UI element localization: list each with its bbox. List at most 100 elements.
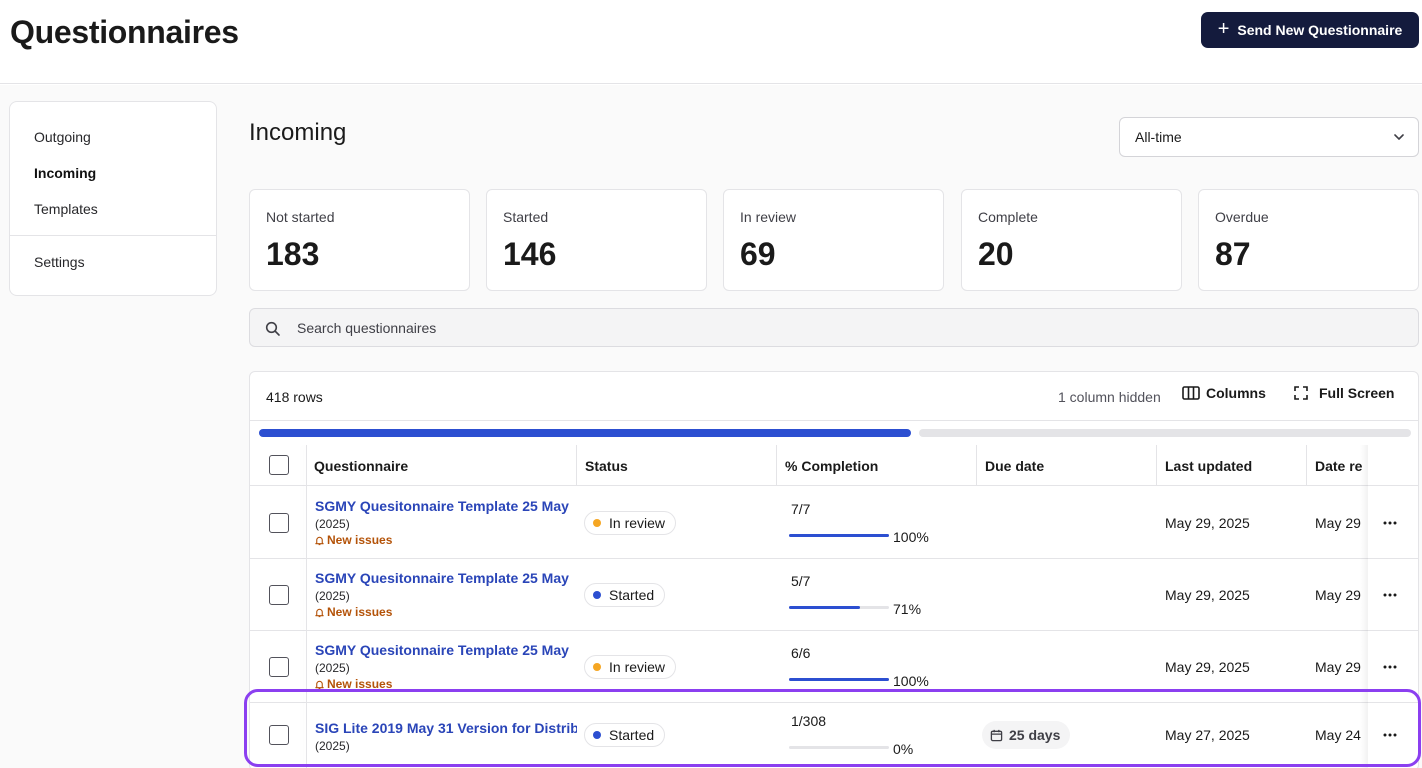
stat-card-complete[interactable]: Complete 20 <box>961 189 1182 291</box>
completion-percent: 100% <box>893 529 929 545</box>
status-badge: In review <box>584 655 677 679</box>
stat-label: Overdue <box>1215 209 1269 225</box>
scrollbar-thumb[interactable] <box>259 429 911 437</box>
status-label: Started <box>609 587 655 603</box>
column-header-questionnaire[interactable]: Questionnaire <box>306 445 577 486</box>
column-header-due-date[interactable]: Due date <box>977 445 1157 486</box>
completion-percent: 0% <box>893 741 914 757</box>
sidebar-item-incoming[interactable]: Incoming <box>34 165 97 181</box>
search-icon <box>265 321 280 336</box>
more-horizontal-icon <box>1383 733 1397 737</box>
column-header-last-updated[interactable]: Last updated <box>1157 445 1307 486</box>
questionnaire-link[interactable]: SIG Lite 2019 May 31 Version for Distrib <box>315 720 577 736</box>
fullscreen-button[interactable]: Full Screen <box>1293 385 1394 401</box>
table-row[interactable]: SGMY Quesitonnaire Template 25 May (2025… <box>250 487 1418 559</box>
table-row[interactable]: SGMY Quesitonnaire Template 25 May (2025… <box>250 631 1418 703</box>
sticky-column-edge <box>306 445 307 768</box>
completion-percent: 100% <box>893 673 929 689</box>
status-dot <box>593 591 601 599</box>
stat-card-in-review[interactable]: In review 69 <box>723 189 944 291</box>
progress-fill <box>789 678 889 681</box>
status-dot <box>593 731 601 739</box>
completion-fraction: 1/308 <box>791 713 827 729</box>
column-header-date-received[interactable]: Date re <box>1315 457 1363 474</box>
search-bar <box>249 308 1419 347</box>
sidebar-item-settings[interactable]: Settings <box>34 254 85 270</box>
questionnaire-link[interactable]: SGMY Quesitonnaire Template 25 May <box>315 498 569 514</box>
send-new-questionnaire-label: Send New Questionnaire <box>1237 22 1403 38</box>
due-date-chip: 25 days <box>982 721 1071 749</box>
new-issues-label: New issues <box>327 677 393 691</box>
row-actions-button[interactable] <box>1380 657 1400 677</box>
sidebar-divider <box>10 235 216 236</box>
status-badge: Started <box>584 723 666 747</box>
questionnaire-year: (2025) <box>315 661 350 675</box>
stat-card-started[interactable]: Started 146 <box>486 189 707 291</box>
hidden-columns-note: 1 column hidden <box>1058 389 1161 405</box>
row-actions-button[interactable] <box>1380 513 1400 533</box>
progress-fill <box>789 606 860 609</box>
sidebar-item-templates[interactable]: Templates <box>34 201 98 217</box>
section-title: Incoming <box>249 119 347 146</box>
table-row[interactable]: SIG Lite 2019 May 31 Version for Distrib… <box>250 703 1418 768</box>
send-new-questionnaire-button[interactable]: + Send New Questionnaire <box>1201 12 1419 48</box>
date-received: May 29 <box>1315 515 1361 531</box>
date-received: May 29 <box>1315 659 1361 675</box>
due-date-value: 25 days <box>1009 727 1061 743</box>
completion-fraction: 7/7 <box>791 501 811 517</box>
column-header-completion[interactable]: % Completion <box>777 445 977 486</box>
row-checkbox[interactable] <box>269 513 289 533</box>
calendar-icon <box>990 729 1003 741</box>
stat-label: In review <box>740 209 797 225</box>
completion-progress-bar <box>789 678 889 681</box>
questionnaire-link[interactable]: SGMY Quesitonnaire Template 25 May <box>315 642 569 658</box>
status-badge: Started <box>584 583 666 607</box>
questionnaire-link[interactable]: SGMY Quesitonnaire Template 25 May <box>315 570 569 586</box>
completion-fraction: 6/6 <box>791 645 811 661</box>
new-issues-indicator: New issues <box>314 677 392 691</box>
bell-icon <box>315 536 324 545</box>
date-received: May 29 <box>1315 587 1361 603</box>
sidebar: Outgoing Incoming Templates Settings <box>9 101 217 296</box>
last-updated: May 29, 2025 <box>1165 515 1250 531</box>
search-input[interactable] <box>297 318 1397 338</box>
row-actions-button[interactable] <box>1380 725 1400 745</box>
more-horizontal-icon <box>1383 521 1397 525</box>
columns-icon <box>1182 386 1200 400</box>
stat-value: 146 <box>503 236 557 272</box>
status-label: Started <box>609 727 655 743</box>
row-checkbox[interactable] <box>269 657 289 677</box>
completion-progress-bar <box>789 534 889 537</box>
questionnaire-year: (2025) <box>315 739 350 753</box>
row-checkbox[interactable] <box>269 585 289 605</box>
more-horizontal-icon <box>1383 665 1397 669</box>
stat-card-overdue[interactable]: Overdue 87 <box>1198 189 1419 291</box>
progress-fill <box>789 534 889 537</box>
status-dot <box>593 519 601 527</box>
completion-fraction: 5/7 <box>791 573 811 589</box>
stat-value: 20 <box>978 236 1014 272</box>
table-row[interactable]: SGMY Quesitonnaire Template 25 May (2025… <box>250 559 1418 631</box>
last-updated: May 29, 2025 <box>1165 659 1250 675</box>
completion-progress-bar <box>789 606 889 609</box>
column-header-status[interactable]: Status <box>577 445 777 486</box>
stat-value: 183 <box>266 236 320 272</box>
plus-icon: + <box>1217 18 1230 40</box>
stat-label: Complete <box>978 209 1038 225</box>
sidebar-item-outgoing[interactable]: Outgoing <box>34 129 91 145</box>
stat-card-not-started[interactable]: Not started 183 <box>249 189 470 291</box>
row-actions-button[interactable] <box>1380 585 1400 605</box>
columns-button[interactable]: Columns <box>1182 385 1266 401</box>
row-checkbox[interactable] <box>269 725 289 745</box>
status-label: In review <box>609 515 666 531</box>
select-all-checkbox[interactable] <box>269 455 289 475</box>
time-filter-select[interactable]: All-time <box>1119 117 1419 157</box>
date-received: May 24 <box>1315 727 1361 743</box>
top-bar: Questionnaires + Send New Questionnaire <box>0 0 1422 84</box>
sticky-actions-edge <box>1360 445 1368 768</box>
new-issues-label: New issues <box>327 533 393 547</box>
page-title: Questionnaires <box>10 14 239 50</box>
horizontal-scrollbar[interactable] <box>259 429 1411 437</box>
last-updated: May 27, 2025 <box>1165 727 1250 743</box>
scrollbar-track[interactable] <box>919 429 1411 437</box>
